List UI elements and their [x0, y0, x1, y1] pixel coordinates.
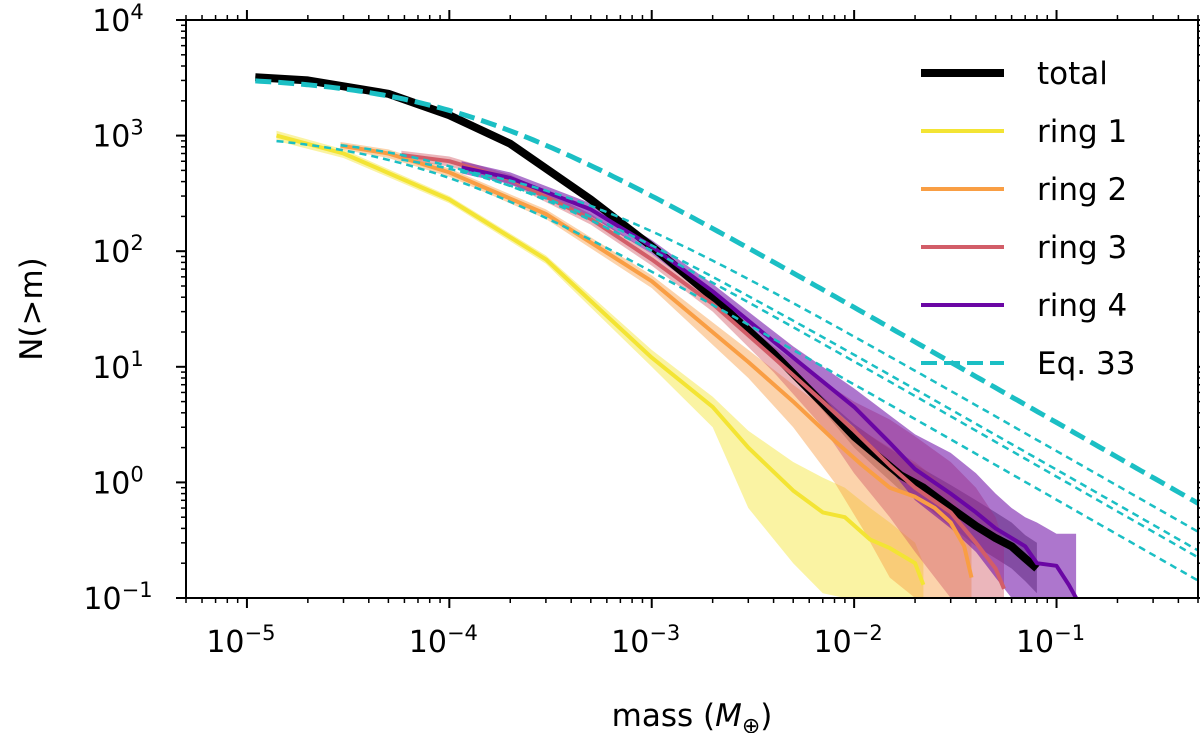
legend: total ring 1 ring 2 ring 3 ring 4 Eq. 33: [921, 56, 1135, 382]
y-tick-label-exponent: 1: [130, 347, 143, 371]
plot-area: [186, 20, 1198, 598]
x-tick-label: 10−4: [409, 621, 478, 660]
fit-line-eq-33-total: [255, 78, 1198, 506]
fit-line-eq-33-ring-2: [340, 143, 1198, 559]
x-tick-label-exponent: −3: [649, 621, 680, 645]
legend-label-ring-3: ring 3: [1037, 230, 1127, 266]
y-tick-label-base: 10: [92, 4, 130, 39]
axis-ticks: [176, 10, 1200, 608]
x-axis-label-text: mass (: [612, 698, 715, 733]
y-tick-label: 102: [92, 231, 144, 270]
fit-line-eq-33-ring-3: [401, 158, 1198, 552]
x-tick-label-exponent: −4: [447, 621, 478, 645]
fit-line-eq-33-ring-1: [276, 139, 1198, 582]
series-line-ring-2: [340, 143, 974, 579]
y-tick-label-exponent: 0: [130, 462, 143, 486]
legend-label-ring-4: ring 4: [1037, 288, 1127, 324]
legend-label-total: total: [1037, 56, 1108, 92]
x-axis-label-close: ): [760, 698, 772, 733]
y-tick-label-base: 10: [92, 351, 130, 386]
band-ring-1: [276, 130, 924, 598]
legend-label-eq-33: Eq. 33: [1037, 346, 1135, 382]
y-tick-label-exponent: 4: [130, 0, 143, 24]
x-axis-label: mass (M⊕): [612, 698, 773, 733]
x-axis-label-symbol: M: [715, 698, 742, 733]
y-tick-label-base: 10: [83, 582, 121, 617]
plot-frame: [185, 19, 1199, 599]
y-axis-label: N(>m): [14, 257, 50, 361]
band-ring-3: [401, 150, 1004, 598]
y-tick-label: 101: [92, 347, 144, 386]
legend-label-ring-1: ring 1: [1037, 114, 1127, 150]
y-tick-label-base: 10: [92, 120, 130, 155]
y-tick-label: 10−1: [83, 578, 152, 617]
y-tick-label: 100: [92, 462, 144, 501]
y-tick-label-exponent: 2: [130, 231, 143, 255]
x-tick-label-base: 10: [611, 625, 649, 660]
x-tick-label-exponent: −2: [852, 621, 883, 645]
x-tick-label: 10−2: [814, 621, 883, 660]
y-tick-label-exponent: 3: [130, 116, 143, 140]
series-line-ring-3: [401, 153, 1006, 590]
fit-line-eq-33-ring-4: [461, 169, 1198, 533]
y-tick-label-base: 10: [92, 235, 130, 270]
fit-curves: [255, 78, 1198, 582]
band-ring-2: [340, 142, 972, 598]
x-tick-label-exponent: −1: [1054, 621, 1085, 645]
series-line-ring-1: [275, 133, 926, 586]
x-tick-label: 10−1: [1016, 621, 1085, 660]
x-tick-label: 10−5: [206, 621, 275, 660]
x-tick-label-base: 10: [1016, 625, 1054, 660]
series-line-total: [255, 73, 1040, 572]
x-tick-label-exponent: −5: [245, 621, 276, 645]
y-tick-label: 104: [92, 0, 144, 39]
y-tick-label: 103: [92, 116, 144, 155]
x-tick-label: 10−3: [611, 621, 680, 660]
x-tick-label-base: 10: [814, 625, 852, 660]
y-tick-label-exponent: −1: [122, 578, 153, 602]
y-tick-label-base: 10: [92, 466, 130, 501]
x-axis-label-subscript: ⊕: [742, 714, 760, 733]
x-tick-label-base: 10: [409, 625, 447, 660]
x-tick-label-base: 10: [206, 625, 244, 660]
legend-label-ring-2: ring 2: [1037, 172, 1127, 208]
